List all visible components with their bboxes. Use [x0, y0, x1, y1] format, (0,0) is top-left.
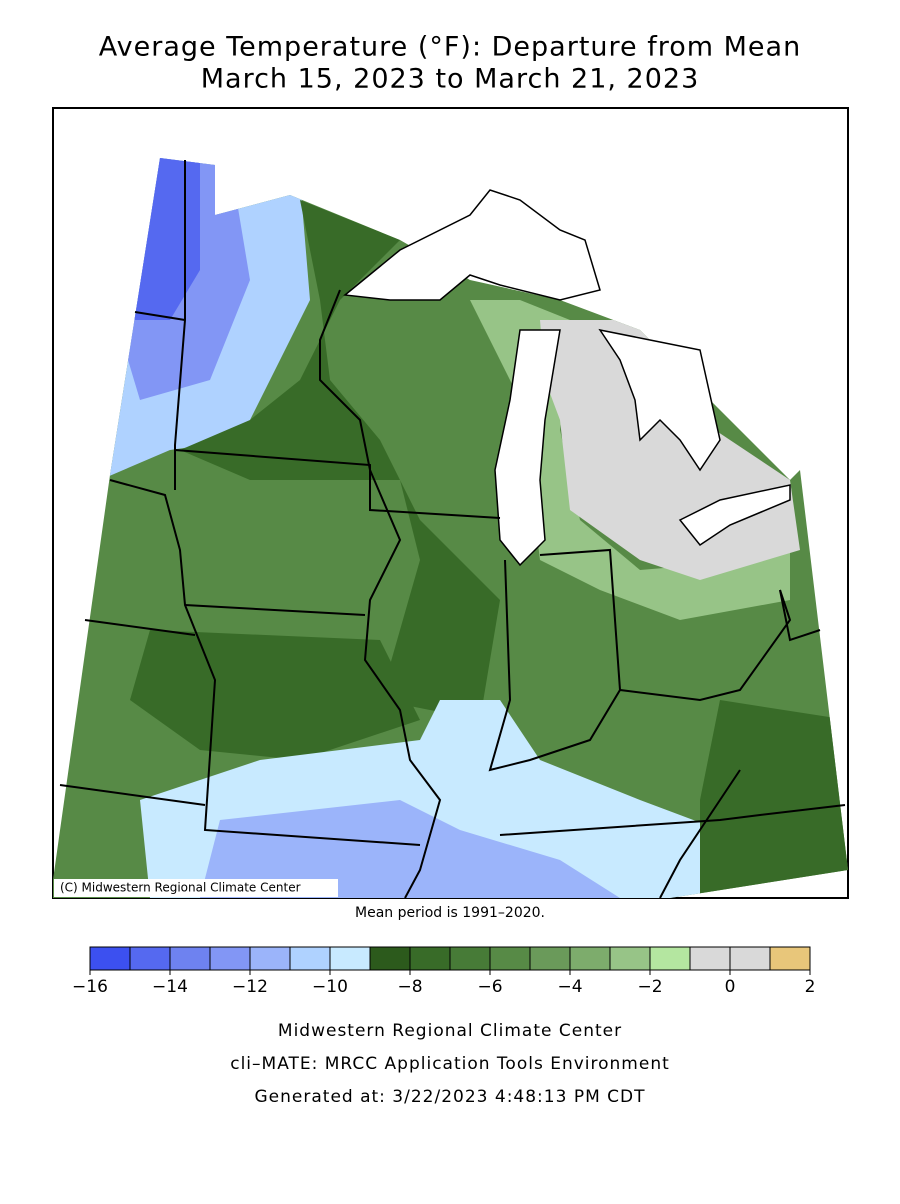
legend-swatch [409, 946, 451, 971]
legend-tick-label: −8 [397, 977, 422, 997]
border [174, 449, 501, 519]
legend-tick-label: −6 [477, 977, 502, 997]
field-cooler-south [200, 800, 620, 898]
legend-swatch [729, 946, 771, 971]
border [488, 559, 792, 772]
legend-swatch [369, 946, 411, 971]
legend-swatch [249, 946, 291, 971]
legend-swatch [289, 946, 331, 971]
legend-swatch [569, 946, 611, 971]
legend-swatch [89, 946, 131, 971]
legend-swatch [129, 946, 171, 971]
footer-line: cli–MATE: MRCC Application Tools Environ… [230, 1054, 670, 1074]
legend-tick-label: −10 [312, 977, 348, 997]
lake-superior [343, 189, 601, 301]
legend-tick-label: 0 [725, 977, 736, 997]
field-dark-upper-midwest [180, 200, 500, 720]
border [499, 804, 846, 836]
border [59, 784, 206, 806]
legend-tick-label: −14 [152, 977, 188, 997]
legend-swatch [449, 946, 491, 971]
border [174, 160, 186, 490]
legend-swatch [769, 946, 811, 971]
state-borders [59, 160, 846, 899]
legend-swatch [529, 946, 571, 971]
legend-swatch [609, 946, 651, 971]
border [779, 589, 821, 642]
field-dark-missouri [130, 630, 420, 760]
legend-swatch [209, 946, 251, 971]
lakes [343, 189, 791, 567]
credit: (C) Midwestern Regional Climate Center [60, 881, 301, 895]
border [84, 619, 196, 636]
credit-box [54, 879, 338, 897]
legend: −16 −14 −12 −10 −8 −6 −4 −2 0 2 [72, 946, 816, 997]
legend-swatch [489, 946, 531, 971]
border [184, 604, 366, 616]
lake-huron [598, 328, 721, 472]
legend-tick-label: 2 [805, 977, 816, 997]
legend-tick-label: −16 [72, 977, 108, 997]
map-title: Average Temperature (°F): Departure from… [99, 32, 801, 63]
footer-line: Midwestern Regional Climate Center [278, 1021, 622, 1041]
footer-line: Generated at: 3/22/2023 4:48:13 PM CDT [255, 1087, 646, 1107]
border [319, 289, 442, 899]
lake-michigan [494, 329, 561, 567]
legend-tick-label: −12 [232, 977, 268, 997]
legend-tick-label: −2 [637, 977, 662, 997]
mean-period-note: Mean period is 1991–2020. [355, 905, 545, 921]
border [539, 548, 621, 691]
map-subtitle: March 15, 2023 to March 21, 2023 [201, 64, 700, 95]
field-dark-southeast [700, 700, 848, 898]
legend-swatch [689, 946, 731, 971]
legend-swatch [169, 946, 211, 971]
lake-erie [678, 484, 791, 547]
border [134, 311, 186, 321]
legend-swatch [329, 946, 371, 971]
border [659, 769, 741, 899]
legend-swatch [649, 946, 691, 971]
legend-tick-label: −4 [557, 977, 582, 997]
